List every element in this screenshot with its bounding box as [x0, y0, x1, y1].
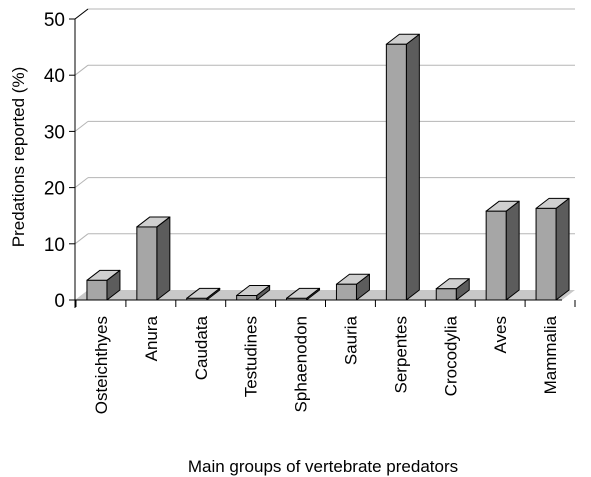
- bar-sauria: [335, 273, 370, 301]
- category-label: Osteichthyes: [92, 316, 111, 414]
- bar-front: [86, 279, 108, 301]
- y-axis-top-connector: [74, 8, 89, 20]
- bar-mammalia: [535, 197, 570, 301]
- bar-sphaenodon: [286, 287, 321, 301]
- bar-anura: [136, 216, 171, 301]
- y-axis-title: Predations reported (%): [9, 67, 28, 247]
- bar-testudines: [236, 285, 271, 301]
- y-tick-label: 40: [44, 66, 65, 87]
- y-tick-label: 50: [44, 10, 65, 31]
- category-label: Sphaenodon: [292, 316, 311, 412]
- bar-side: [505, 200, 520, 301]
- category-label: Crocodylia: [441, 315, 460, 396]
- bar-side: [156, 216, 171, 301]
- category-label: Serpentes: [391, 316, 410, 394]
- category-label: Testudines: [242, 316, 261, 397]
- bar-crocodylia: [435, 278, 470, 301]
- bar-front: [186, 297, 208, 301]
- category-label: Aves: [491, 316, 510, 354]
- y-tick-label: 30: [44, 122, 65, 143]
- y-tick-label: 0: [54, 291, 65, 312]
- bar-front: [385, 43, 407, 301]
- bar-osteichthyes: [86, 269, 121, 301]
- bar-caudata: [186, 287, 221, 301]
- bar-front: [136, 226, 158, 301]
- category-label: Anura: [142, 315, 161, 361]
- category-label: Mammalia: [541, 315, 560, 394]
- category-label: Sauria: [341, 315, 360, 365]
- y-tick-label: 20: [44, 179, 65, 200]
- bar-front: [236, 295, 258, 301]
- bar-front: [535, 207, 557, 301]
- bar-aves: [485, 200, 520, 301]
- bar-front: [435, 288, 457, 301]
- bar-front: [485, 210, 507, 301]
- bar-side: [555, 197, 570, 301]
- gridline-connector: [74, 64, 89, 76]
- gridline-connector: [74, 177, 89, 188]
- gridline-connector: [74, 121, 89, 132]
- bar-front: [335, 283, 357, 301]
- bar-front: [286, 297, 308, 301]
- x-axis-title: Main groups of vertebrate predators: [188, 457, 458, 476]
- category-label: Caudata: [192, 315, 211, 380]
- gridline-connector: [74, 233, 89, 245]
- bar-serpentes: [385, 33, 420, 301]
- bar-side: [405, 33, 420, 301]
- y-tick-label: 10: [44, 235, 65, 256]
